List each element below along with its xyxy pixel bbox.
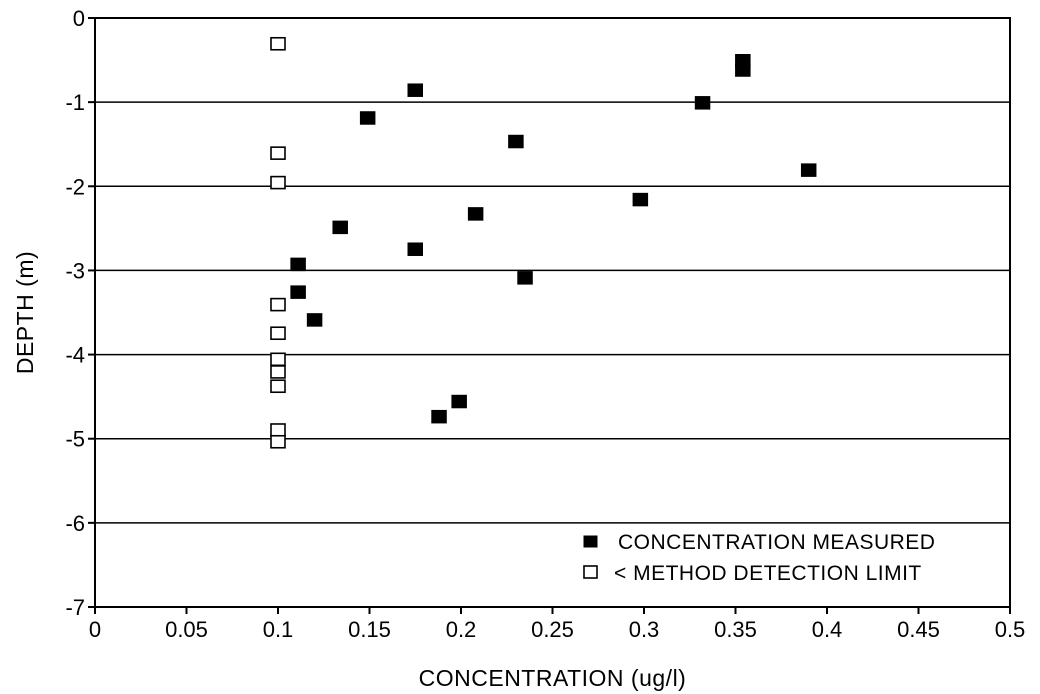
point-measured bbox=[508, 134, 524, 149]
point-measured bbox=[332, 220, 348, 235]
y-tick-label: -2 bbox=[65, 174, 85, 199]
legend-label-below-mdl: < METHOD DETECTION LIMIT bbox=[614, 562, 922, 585]
point-below-mdl bbox=[270, 326, 286, 341]
data-points bbox=[270, 36, 817, 449]
point-measured bbox=[451, 394, 467, 409]
point-below-mdl bbox=[270, 175, 286, 190]
y-tick-label: -7 bbox=[65, 595, 85, 620]
axis-ticks bbox=[88, 17, 1011, 614]
x-tick-label: 0.35 bbox=[714, 617, 757, 642]
point-measured bbox=[359, 111, 376, 125]
point-measured bbox=[800, 163, 817, 177]
x-axis-title: CONCENTRATION (ug/l) bbox=[419, 665, 687, 691]
point-below-mdl bbox=[270, 146, 286, 160]
point-below-mdl bbox=[270, 365, 286, 379]
legend: CONCENTRATION MEASURED < METHOD DETECTIO… bbox=[583, 531, 935, 585]
legend-label-measured: CONCENTRATION MEASURED bbox=[618, 531, 935, 554]
point-below-mdl bbox=[270, 379, 286, 394]
point-measured bbox=[632, 192, 649, 207]
point-measured bbox=[431, 409, 447, 424]
point-below-mdl bbox=[270, 434, 286, 449]
point-measured bbox=[517, 271, 533, 285]
point-below-mdl bbox=[270, 297, 286, 312]
x-tick-label: 0.15 bbox=[348, 617, 391, 642]
point-measured bbox=[735, 63, 751, 77]
y-tick-label: -3 bbox=[65, 258, 85, 283]
x-tick-label: 0.5 bbox=[995, 617, 1026, 642]
point-measured bbox=[407, 242, 423, 256]
plot-frame bbox=[94, 17, 1011, 608]
point-measured bbox=[467, 207, 484, 221]
point-measured bbox=[306, 313, 323, 327]
y-tick-label: -6 bbox=[65, 511, 85, 536]
y-tick-label: 0 bbox=[73, 6, 85, 31]
point-below-mdl bbox=[270, 36, 286, 51]
y-axis-title: DEPTH (m) bbox=[12, 251, 38, 374]
x-tick-label: 0.4 bbox=[812, 617, 843, 642]
point-measured bbox=[290, 257, 306, 272]
tick-labels: 0-1-2-3-4-5-6-70 0.05 0.1 0.15 0.2 0.25 0.3 0.3… bbox=[65, 6, 1025, 642]
x-tick-label: 0.05 bbox=[165, 617, 208, 642]
x-tick-label: 0.1 bbox=[263, 617, 294, 642]
gridlines bbox=[95, 101, 1010, 524]
point-measured bbox=[290, 285, 306, 299]
point-below-mdl bbox=[270, 352, 286, 367]
point-below-mdl bbox=[270, 423, 286, 437]
point-measured bbox=[694, 96, 711, 110]
y-tick-label: -1 bbox=[65, 90, 85, 115]
x-tick-label: 0 bbox=[89, 617, 101, 642]
x-tick-label: 0.2 bbox=[446, 617, 477, 642]
y-tick-label: -5 bbox=[65, 427, 85, 452]
legend-swatch-measured bbox=[583, 535, 598, 548]
point-measured bbox=[407, 83, 423, 97]
x-tick-label: 0.45 bbox=[897, 617, 940, 642]
x-tick-label: 0.3 bbox=[629, 617, 660, 642]
y-tick-label: -4 bbox=[65, 343, 85, 368]
x-tick-label: 0.25 bbox=[531, 617, 574, 642]
legend-swatch-below-mdl bbox=[583, 565, 598, 579]
